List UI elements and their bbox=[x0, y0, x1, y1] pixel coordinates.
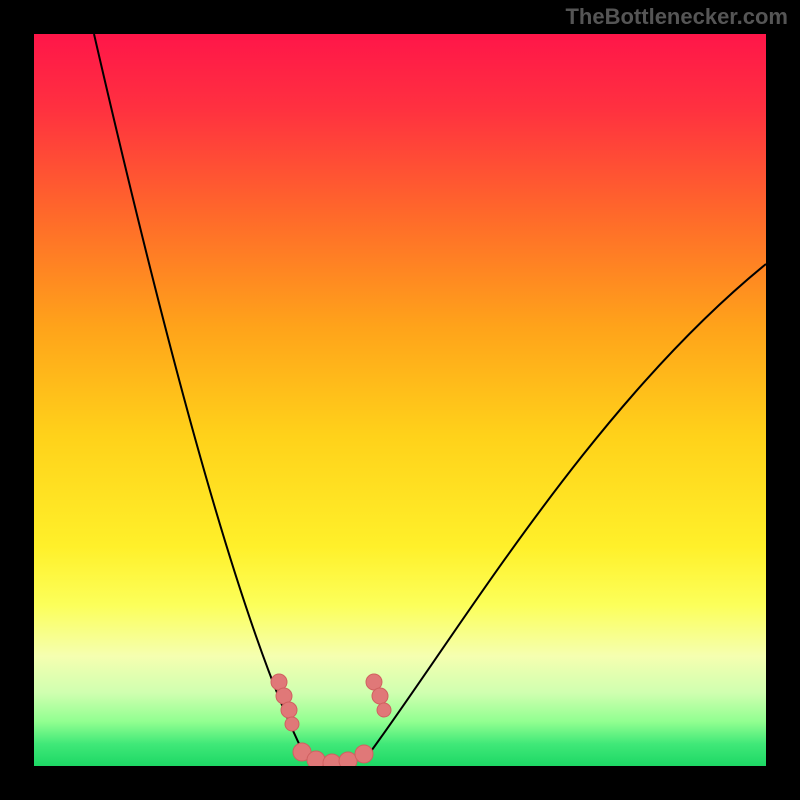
gradient-background bbox=[34, 34, 766, 766]
marker-valley-3 bbox=[339, 752, 357, 766]
plot-area bbox=[34, 34, 766, 766]
marker-left-2 bbox=[281, 702, 297, 718]
marker-right-2 bbox=[377, 703, 391, 717]
marker-left-3 bbox=[285, 717, 299, 731]
watermark-text: TheBottlenecker.com bbox=[565, 4, 788, 30]
marker-valley-1 bbox=[307, 751, 325, 766]
plot-svg bbox=[34, 34, 766, 766]
marker-right-1 bbox=[372, 688, 388, 704]
chart-frame: TheBottlenecker.com bbox=[0, 0, 800, 800]
marker-valley-4 bbox=[355, 745, 373, 763]
